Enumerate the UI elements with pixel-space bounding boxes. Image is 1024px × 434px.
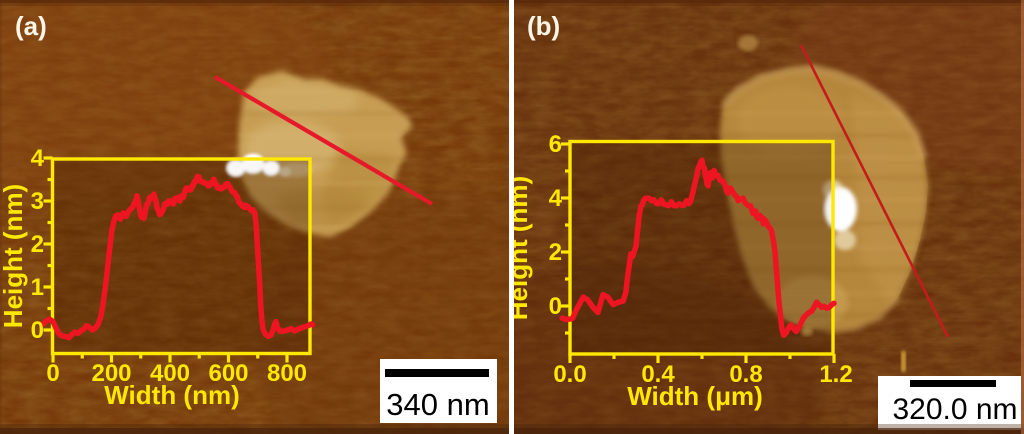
svg-text:0: 0 (46, 360, 59, 387)
svg-text:1.2: 1.2 (819, 361, 852, 388)
svg-text:0: 0 (31, 317, 44, 344)
svg-text:4: 4 (31, 145, 45, 172)
svg-text:(a): (a) (15, 11, 47, 41)
svg-text:Height (nm): Height (nm) (503, 176, 533, 320)
svg-text:400: 400 (150, 360, 190, 387)
svg-text:320.0 nm: 320.0 nm (892, 393, 1017, 426)
svg-text:2: 2 (31, 231, 44, 258)
svg-text:Width (nm): Width (nm) (104, 380, 240, 410)
svg-text:200: 200 (91, 360, 131, 387)
svg-text:(b): (b) (527, 11, 560, 41)
svg-text:6: 6 (549, 131, 562, 158)
svg-text:2: 2 (549, 239, 562, 266)
svg-text:1: 1 (31, 274, 44, 301)
svg-text:600: 600 (208, 360, 248, 387)
svg-text:0.8: 0.8 (729, 361, 762, 388)
svg-text:Width (μm): Width (μm) (627, 381, 763, 411)
svg-text:340 nm: 340 nm (386, 387, 489, 422)
svg-text:4: 4 (549, 185, 563, 212)
svg-text:0: 0 (549, 293, 562, 320)
svg-text:Height (nm): Height (nm) (0, 184, 28, 328)
svg-text:3: 3 (31, 188, 44, 215)
svg-text:0.4: 0.4 (641, 361, 675, 388)
svg-text:800: 800 (267, 360, 307, 387)
svg-text:0.0: 0.0 (553, 361, 586, 388)
